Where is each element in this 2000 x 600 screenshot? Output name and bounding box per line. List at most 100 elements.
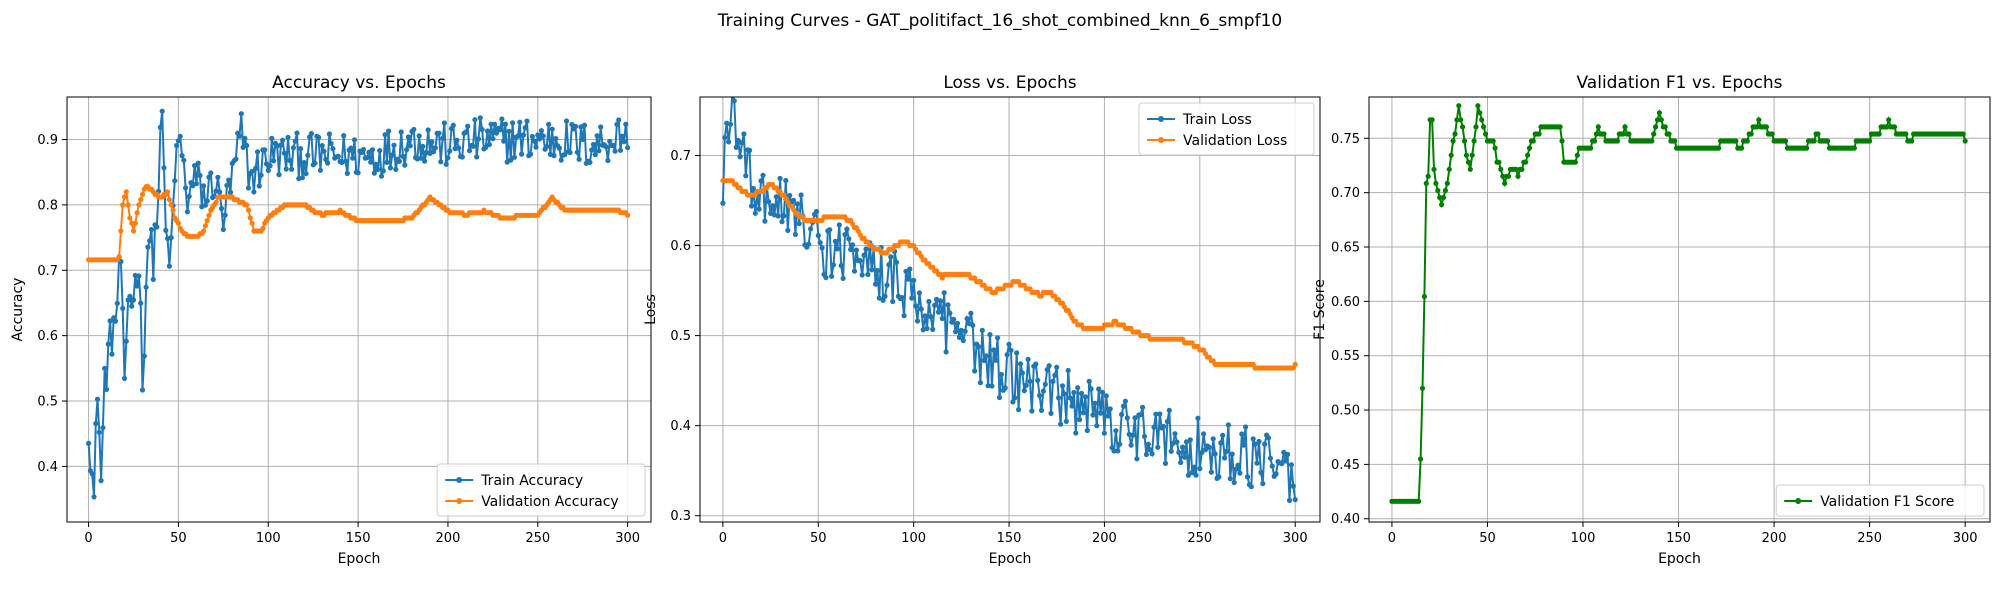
data-point [341,133,347,139]
data-point [781,213,787,219]
data-point [1054,364,1060,370]
data-point [1262,441,1268,447]
data-point [1155,444,1161,450]
data-point [848,246,854,252]
data-point [422,158,428,164]
data-point [549,126,555,132]
data-point [1454,117,1460,123]
data-point [502,121,508,127]
data-point [790,197,797,203]
data-point [798,192,804,198]
data-point [1903,131,1909,137]
data-point [130,297,137,303]
chart-panel-2: 0 50 100 150 200 250 300 0.3 0.4 0.5 0.6 0.7 Loss vs… [643,73,1321,567]
data-point [1876,131,1882,137]
y-tick-label: 0.65 [1331,241,1360,256]
data-point [991,347,997,353]
x-tick-label: 250 [1857,531,1882,546]
legend-box [1775,484,1985,517]
data-point [589,147,595,153]
data-point [1038,407,1045,413]
data-point [1067,395,1073,401]
data-point [551,153,557,159]
data-point [760,172,766,178]
data-point [244,202,250,208]
data-point [993,357,999,363]
data-point [903,268,909,274]
data-point [411,126,417,133]
data-point [1004,352,1010,358]
data-point [105,341,111,347]
data-point [316,134,322,140]
data-point [1174,439,1180,445]
data-point [1075,385,1081,391]
data-point [91,494,97,500]
data-point [594,133,600,139]
data-point [470,143,476,149]
data-point [1206,444,1212,450]
data-point [787,192,793,199]
data-point [1515,173,1521,179]
legend-swatch-marker [1795,498,1802,504]
data-point [1265,435,1272,441]
data-point [830,262,837,268]
data-point [1891,124,1898,130]
y-tick-label: 0.6 [670,239,691,254]
data-point [863,246,869,252]
data-point [1437,194,1443,201]
data-point [750,185,757,192]
data-point [127,215,133,221]
data-point [531,138,537,144]
data-point [1461,138,1468,144]
data-point [175,220,181,226]
data-point [890,298,896,305]
data-point [1096,386,1102,392]
data-point [1021,388,1027,394]
data-point [590,141,597,148]
x-tick-label: 0 [1388,531,1396,546]
data-point [220,226,226,233]
data-point [520,132,527,138]
data-point [134,283,140,289]
data-point [914,318,921,324]
legend: Validation F1 Score [1775,484,1985,517]
data-point [625,212,631,218]
data-point [477,115,483,121]
data-point [846,236,852,242]
data-point [558,157,564,163]
data-point [404,147,410,153]
data-point [722,135,728,141]
data-point [342,158,349,164]
data-point [145,244,151,250]
data-point [880,297,886,303]
data-point [928,314,934,320]
data-point [380,168,386,174]
data-point [1467,166,1473,172]
data-point [238,111,244,117]
data-point [350,155,356,161]
data-point [1811,138,1817,144]
data-point [121,375,128,381]
data-point [129,220,135,226]
data-point [438,159,444,165]
data-point [851,268,858,274]
data-point [1250,436,1256,442]
x-tick-label: 300 [615,531,640,546]
data-point [1061,391,1067,397]
data-point [1052,372,1058,378]
data-point [859,272,865,278]
data-point [484,128,491,134]
data-point [100,425,106,431]
data-point [1092,400,1098,406]
data-point [909,295,915,301]
data-point [1002,385,1008,391]
data-point [731,98,737,104]
data-point [743,173,749,179]
data-point [1130,432,1136,438]
data-point [463,129,469,135]
axes-frame [699,96,1321,523]
data-point [1662,124,1668,130]
data-point [1258,469,1264,476]
data-point [466,148,473,154]
data-point [154,224,160,230]
